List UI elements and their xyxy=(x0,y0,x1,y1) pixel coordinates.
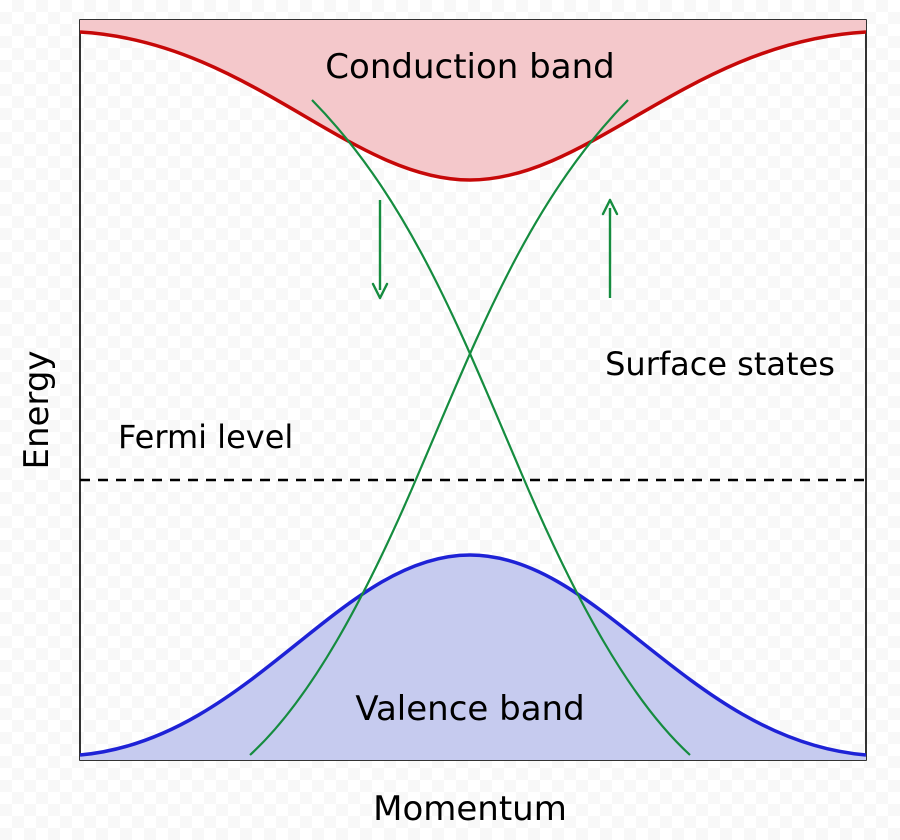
conduction-band-fill xyxy=(80,20,866,180)
surface-states-label: Surface states xyxy=(605,345,835,383)
conduction-band-label: Conduction band xyxy=(325,47,614,87)
x-axis-label: Momentum xyxy=(373,789,567,829)
fermi-level-label: Fermi level xyxy=(118,418,293,456)
y-axis-label: Energy xyxy=(17,350,57,469)
valence-band-fill xyxy=(80,555,866,760)
valence-band-label: Valence band xyxy=(355,689,584,729)
band-diagram: Conduction band Valence band Surface state… xyxy=(0,0,900,840)
